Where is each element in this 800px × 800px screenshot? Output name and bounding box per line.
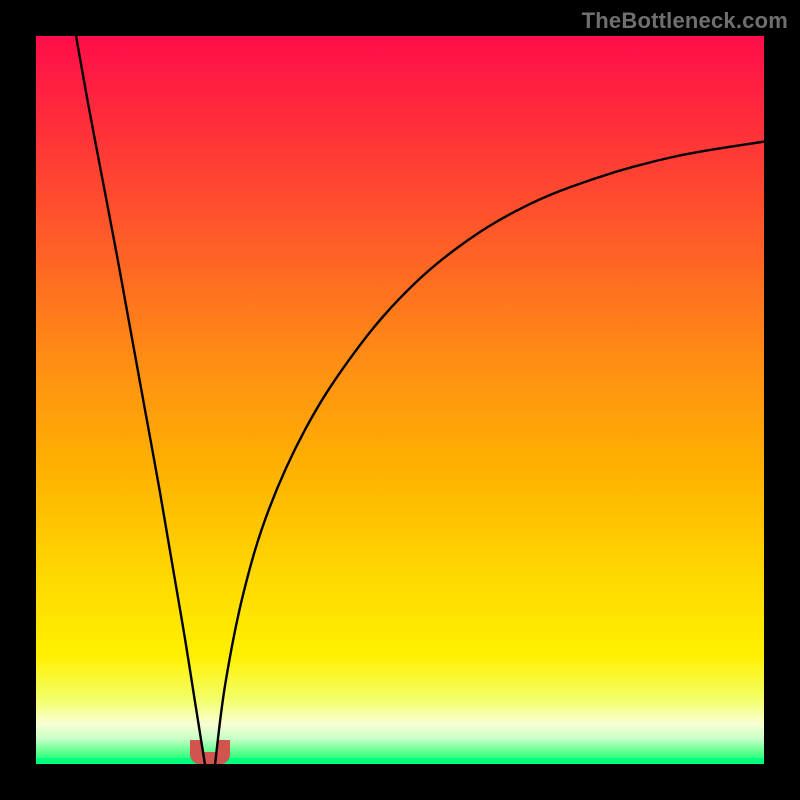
watermark-text: TheBottleneck.com	[582, 8, 788, 34]
chart-canvas: TheBottleneck.com	[0, 0, 800, 800]
curve-right-branch	[215, 142, 764, 764]
curve-left-branch	[76, 36, 205, 764]
plot-area	[36, 36, 764, 764]
bottleneck-curve	[36, 36, 764, 764]
